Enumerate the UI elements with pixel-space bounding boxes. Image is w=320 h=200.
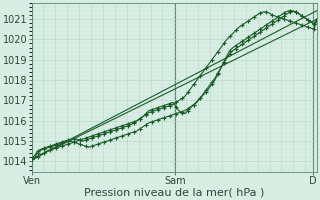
X-axis label: Pression niveau de la mer( hPa ): Pression niveau de la mer( hPa )	[84, 187, 265, 197]
